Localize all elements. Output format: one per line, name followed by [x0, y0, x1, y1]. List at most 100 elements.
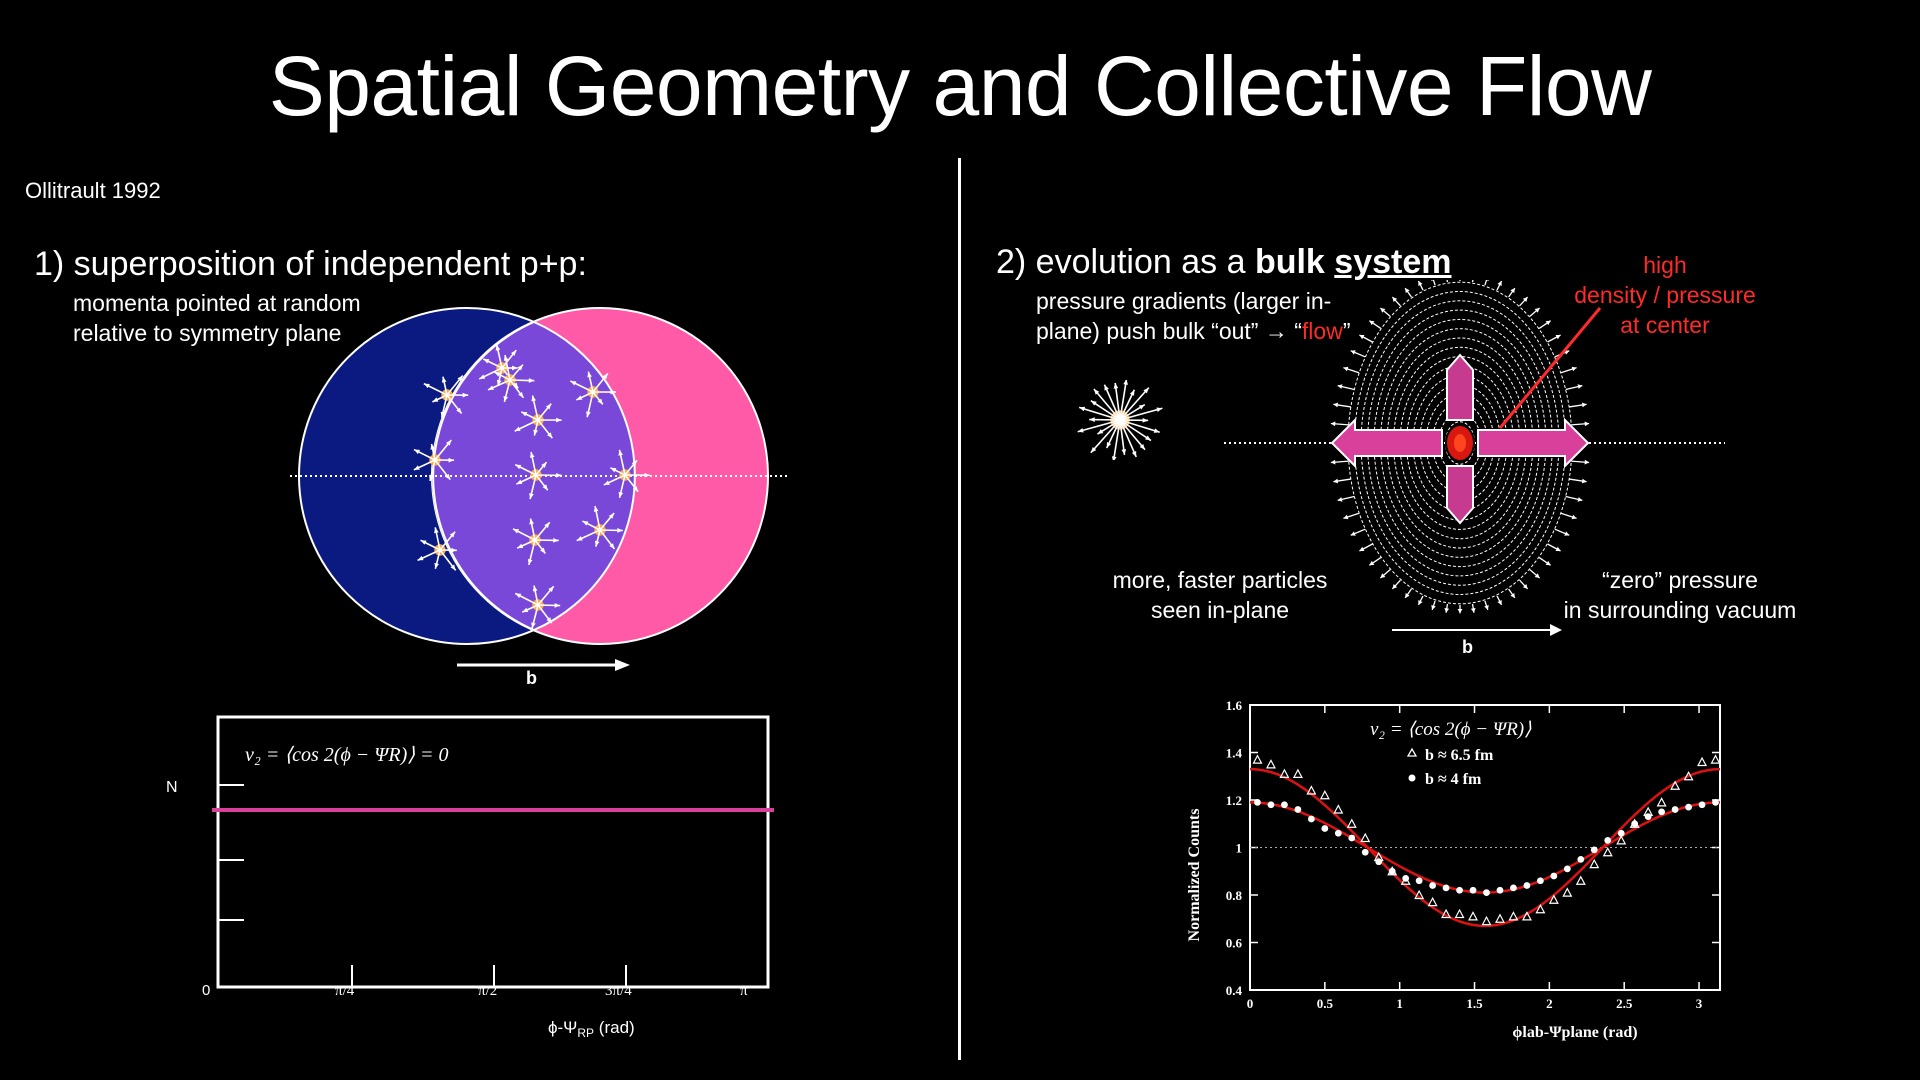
pp-burst-6 [514, 451, 562, 500]
point-6-5fm [1562, 887, 1573, 897]
outflow-arrow [1547, 334, 1561, 343]
point-4fm [1644, 813, 1652, 821]
outflow-arrow [1538, 557, 1551, 566]
point-4fm [1617, 829, 1625, 837]
x-tick-label: 3 [1696, 996, 1703, 1011]
outflow-arrow [1330, 459, 1349, 465]
uniform-plot: N v₂ = ⟨cos 2(ϕ − ΨR)⟩ = 0 0 π/4 π/2 3π/… [166, 715, 774, 1040]
outflow-arrow [1519, 579, 1529, 590]
outflow-arrow [1571, 459, 1590, 465]
point-4fm [1375, 858, 1383, 866]
high-density-pointer [1498, 307, 1602, 429]
outflow-arrow [1417, 280, 1424, 291]
outflow-arrow [1496, 280, 1503, 291]
point-6-5fm [1333, 804, 1344, 814]
pp-burst-0 [478, 344, 519, 389]
tick-3pi4: 3π/4 [605, 983, 632, 999]
point-4fm [1577, 855, 1585, 863]
data-plot-xlabel: ϕlab-Ψplane (rad) [1512, 1024, 1637, 1041]
legend-circle-marker [1408, 774, 1416, 782]
overlap-diagram [290, 307, 790, 645]
pp-burst-4 [603, 449, 650, 499]
fit-curve-6-5fm [1249, 767, 1721, 928]
point-6-5fm [1319, 789, 1330, 800]
outflow-arrow [1569, 402, 1587, 408]
outflow-arrow [1333, 478, 1351, 484]
legend-series1: b ≈ 6.5 fm [1425, 747, 1494, 764]
outflow-arrow [1350, 528, 1366, 536]
outflow-arrow [1369, 557, 1382, 566]
pp-burst-3 [423, 375, 469, 418]
y-axis: 0.4 0.6 0.8 1 1.2 1.4 1.6 [1226, 698, 1720, 998]
point-6-5fm [1697, 756, 1708, 767]
pp-burst-10 [514, 585, 561, 629]
point-6-5fm [1521, 911, 1532, 921]
plot-ylabel: N [166, 779, 178, 796]
point-4fm [1563, 865, 1571, 873]
point-6-5fm [1468, 911, 1479, 921]
point-6-5fm [1481, 915, 1492, 926]
pp-burst-single [1077, 380, 1163, 460]
outflow-arrow [1444, 603, 1450, 613]
pp-burst-9 [576, 505, 623, 550]
outflow-arrow [1538, 320, 1551, 329]
pp-burst-8 [512, 518, 559, 566]
flow-data-plot: 0.4 0.6 0.8 1 1.2 1.4 1.6 0 0.5 1 1.5 2 2.5 3 v₂ = ⟨… [1186, 698, 1721, 1041]
point-4fm [1361, 848, 1369, 856]
plot-xlabel: ϕ-ΨRP (rad) [548, 1018, 635, 1040]
y-tick-label: 1.6 [1226, 698, 1243, 713]
right-note-line2: plane) push bulk “out” → “flow” [1036, 318, 1351, 344]
outflow-arrow [1496, 595, 1503, 606]
outflow-arrow [1369, 320, 1382, 329]
x-tick-label: 2.5 [1616, 996, 1633, 1011]
outflow-arrow [1529, 569, 1540, 579]
x-tick-label: 0 [1247, 996, 1254, 1011]
point-6-5fm [1656, 797, 1667, 807]
outflow-arrow [1508, 588, 1516, 599]
outflow-arrow [1337, 495, 1355, 502]
point-6-5fm [1508, 911, 1519, 921]
slide-title: Spatial Geometry and Collective Flow [268, 39, 1652, 133]
left-heading: 1) superposition of independent p+p: [34, 245, 587, 283]
tick-pi4: π/4 [335, 983, 355, 999]
point-4fm [1456, 886, 1463, 894]
x-tick-label: 0.5 [1317, 996, 1334, 1011]
outflow-arrow [1359, 543, 1373, 552]
outflow-arrows [1330, 280, 1590, 614]
x-tick-label: 2 [1546, 996, 1553, 1011]
point-6-5fm [1548, 894, 1559, 904]
outflow-arrow [1560, 512, 1577, 520]
point-4fm [1348, 834, 1356, 842]
y-tick-label: 0.6 [1226, 936, 1243, 951]
data-plot-ylabel: Normalized Counts [1186, 809, 1203, 942]
outflow-arrow [1529, 307, 1540, 317]
point-4fm [1510, 884, 1517, 892]
outflow-arrow [1337, 384, 1355, 391]
point-4fm [1685, 803, 1692, 811]
pp-burst-1 [570, 371, 617, 418]
outflow-arrow [1547, 543, 1561, 552]
x-axis: 0 0.5 1 1.5 2 2.5 3 [1247, 705, 1703, 1011]
high-density-label: high density / pressure at center [1574, 252, 1756, 338]
point-6-5fm [1602, 846, 1613, 857]
point-4fm [1415, 877, 1423, 885]
point-4fm [1698, 801, 1706, 809]
point-4fm [1402, 874, 1410, 882]
outflow-arrow [1560, 366, 1577, 374]
data-plot-formula: v₂ = ⟨cos 2(ϕ − ΨR)⟩ [1370, 719, 1532, 740]
outflow-arrow [1359, 334, 1373, 343]
point-4fm [1631, 820, 1639, 828]
point-6-5fm [1360, 832, 1371, 843]
right-heading: 2) evolution as a bulk system [996, 243, 1452, 281]
tick-0: 0 [202, 982, 210, 999]
outflow-arrow [1333, 402, 1351, 408]
outflow-arrow [1404, 287, 1412, 298]
outflow-arrow [1343, 512, 1360, 520]
outflow-arrow [1569, 478, 1587, 484]
point-6-5fm [1535, 903, 1546, 914]
point-6-5fm [1616, 835, 1627, 845]
outflow-arrow [1457, 605, 1463, 614]
outflow-arrow [1508, 287, 1516, 298]
point-6-5fm [1683, 770, 1694, 781]
point-6-5fm [1494, 913, 1505, 923]
